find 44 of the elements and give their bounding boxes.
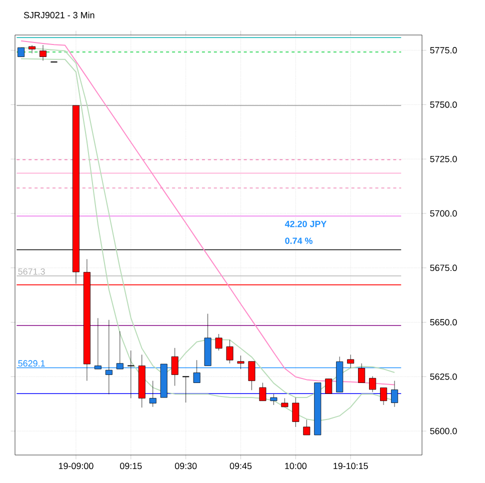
candlestick xyxy=(358,363,366,383)
y-tick-label: 5600.0 xyxy=(430,428,457,434)
candlestick xyxy=(270,394,278,406)
candlestick xyxy=(40,44,47,61)
candlestick xyxy=(105,320,112,394)
candlestick xyxy=(18,47,25,57)
x-tick-label: 19-10:15 xyxy=(334,462,368,470)
candlestick xyxy=(347,354,354,368)
candlestick xyxy=(248,361,256,390)
x-tick-label: 10:00 xyxy=(285,462,307,470)
y-tick-label: 5700.0 xyxy=(430,210,457,217)
chart-title: SJRJ9021 - 3 Min xyxy=(24,12,94,18)
candlestick xyxy=(303,420,310,436)
x-tick-label: 09:15 xyxy=(120,462,142,470)
ref-line-label: 5671.3 xyxy=(18,268,45,275)
y-tick-label: 5750.0 xyxy=(430,101,457,108)
y-tick-label: 5675.0 xyxy=(430,264,457,272)
y-tick-label: 5775.0 xyxy=(430,47,457,54)
annotation: 42.20 JPY xyxy=(284,220,327,228)
candlestick xyxy=(292,397,300,428)
candlestick xyxy=(149,380,156,408)
candlestick xyxy=(215,334,222,351)
candlestick xyxy=(94,318,102,370)
candlestick xyxy=(28,45,36,54)
candlestick xyxy=(380,388,388,406)
candlestick xyxy=(182,376,190,403)
ref-line-label: 5629.1 xyxy=(18,360,45,367)
x-tick-label: 19-09:00 xyxy=(58,462,94,470)
candlestick xyxy=(226,340,234,364)
annotation: 0.74 % xyxy=(285,238,312,244)
candlestick xyxy=(127,350,135,398)
candlestick xyxy=(325,378,332,394)
candlestick xyxy=(369,376,376,392)
candlestick xyxy=(171,348,178,386)
candlestick xyxy=(193,360,200,383)
candlestick xyxy=(116,330,124,370)
x-tick-label: 09:30 xyxy=(174,462,197,470)
candlestick xyxy=(391,380,398,408)
y-tick-label: 5625.0 xyxy=(430,373,457,380)
candlestick xyxy=(259,382,266,402)
x-tick-label: 09:45 xyxy=(230,462,252,470)
y-tick-label: 5725.0 xyxy=(430,156,457,162)
candlestick xyxy=(237,355,244,370)
y-tick-label: 5650.0 xyxy=(430,319,457,326)
